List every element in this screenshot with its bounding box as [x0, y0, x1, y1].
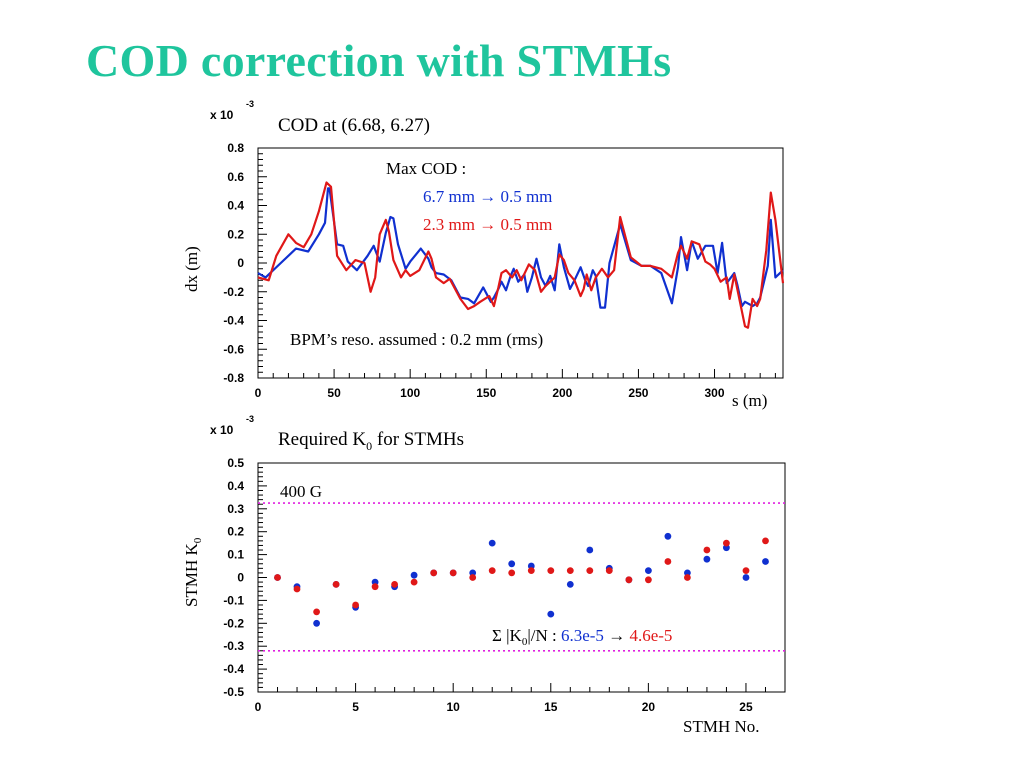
k0-after-point [391, 581, 398, 588]
cod-x-tick-label: 150 [476, 386, 496, 400]
k0-sum-annotation: Σ |K0|/N : 6.3e-5 → 4.6e-5 [492, 626, 672, 648]
cod-y-tick-label: 0.8 [227, 141, 244, 155]
max-cod-after: 2.3 mm → 0.5 mm [423, 215, 552, 234]
k0-after-point [293, 585, 301, 593]
k0-y-tick-label: -0.4 [223, 662, 244, 676]
k0-after-point [488, 567, 496, 574]
max-cod-label: Max COD : [386, 159, 466, 178]
cod-after-line [257, 181, 785, 329]
k0-y-tick-label: 0.3 [227, 502, 244, 516]
k0-after-point [352, 601, 359, 609]
k0-x-tick-label: 10 [447, 700, 461, 714]
k0-x-label: STMH No. [683, 717, 760, 736]
k0-after-point [762, 537, 769, 545]
k0-before-point [313, 619, 320, 627]
k0-x-tick-label: 0 [255, 700, 262, 714]
cod-chart-title: COD at (6.68, 6.27) [278, 115, 430, 136]
cod-y-tick-label: -0.2 [223, 285, 244, 299]
k0-before-point [566, 581, 574, 588]
k0-y-tick-label: 0.4 [227, 479, 244, 493]
k0-after-point [274, 574, 281, 581]
k0-plot-frame [257, 462, 786, 693]
k0-after-point [410, 578, 418, 586]
bpm-resolution-note: BPM’s reso. assumed : 0.2 mm (rms) [290, 330, 543, 349]
k0-before-point [742, 574, 750, 581]
k0-before-point [762, 558, 769, 565]
slide-title: COD correction with STMHs [86, 35, 672, 86]
k0-y-tick-label: -0.2 [223, 616, 244, 630]
cod-series [257, 181, 785, 329]
k0-before-point [645, 567, 652, 574]
k0-after-point [645, 576, 652, 584]
k0-x-tick-label: 15 [544, 700, 558, 714]
k0-after-point [332, 581, 340, 588]
k0-after-point [625, 576, 633, 584]
cod-scale-base: x 10 [210, 108, 234, 122]
k0-before-point [703, 555, 711, 563]
k0-y-tick-label: 0.2 [227, 525, 244, 539]
max-cod-before: 6.7 mm → 0.5 mm [423, 187, 552, 206]
cod-x-tick-label: 0 [255, 386, 262, 400]
cod-x-tick-label: 250 [628, 386, 648, 400]
k0-x-tick-label: 5 [352, 700, 359, 714]
cod-x-tick-label: 100 [400, 386, 420, 400]
k0-after-point [723, 539, 730, 547]
k0-y-tick-label: -0.3 [223, 639, 244, 653]
k0-scale-base: x 10 [210, 423, 234, 437]
k0-after-point [527, 567, 535, 574]
k0-y-tick-label: -0.5 [223, 685, 244, 699]
cod-chart: -0.8 -0.6 -0.4 -0.2 0 0.2 0.4 0.6 0.8 0 50 100 150 2… [182, 99, 785, 410]
k0-scale-exp: -3 [246, 414, 254, 424]
cod-y-axis: -0.8 -0.6 -0.4 -0.2 0 0.2 0.4 0.6 0.8 [223, 141, 267, 385]
k0-x-tick-label: 20 [642, 700, 656, 714]
k0-after-point [566, 567, 574, 574]
k0-x-tick-label: 25 [739, 700, 753, 714]
cod-y-tick-label: 0.6 [227, 170, 244, 184]
cod-y-label: dx (m) [182, 246, 201, 292]
k0-after-point [469, 574, 477, 581]
k0-after-point [547, 567, 555, 574]
k0-before-point [586, 546, 594, 554]
cod-y-tick-label: 0 [237, 256, 244, 270]
cod-x-tick-label: 200 [552, 386, 572, 400]
k0-after-point [449, 569, 457, 577]
k0-before-point [508, 560, 516, 568]
k0-before-point [488, 539, 496, 547]
k0-y-label: STMH K0 [182, 537, 204, 607]
cod-y-tick-label: 0.2 [227, 227, 244, 241]
cod-x-tick-label: 50 [327, 386, 341, 400]
k0-after-point [664, 558, 672, 565]
k0-after-point [684, 574, 691, 581]
k0-after-point [371, 583, 379, 591]
k0-after-point [508, 569, 516, 577]
k0-y-tick-label: 0.5 [227, 456, 244, 470]
k0-y-tick-label: 0 [237, 571, 244, 585]
k0-after-point [313, 608, 320, 616]
cod-scale-exp: -3 [246, 99, 254, 109]
cod-x-axis: 0 50 100 150 200 250 300 [255, 369, 776, 400]
k0-y-axis: -0.5 -0.4 -0.3 -0.2 -0.1 0 0.1 0.2 0.3 0.4 0.5 [223, 456, 267, 699]
k0-before-point [547, 610, 555, 618]
k0-after-point [586, 567, 594, 574]
limit-label: 400 G [280, 482, 322, 501]
k0-before-point [410, 571, 418, 579]
cod-y-tick-label: 0.4 [227, 199, 244, 213]
k0-y-tick-label: -0.1 [223, 593, 244, 607]
k0-after-point [742, 567, 750, 574]
k0-after-point [605, 567, 613, 574]
cod-y-tick-label: -0.4 [223, 314, 244, 328]
k0-y-tick-label: 0.1 [227, 548, 244, 562]
k0-series [274, 532, 769, 627]
cod-y-tick-label: -0.8 [223, 371, 244, 385]
cod-y-tick-label: -0.6 [223, 342, 244, 356]
k0-x-axis: 0 5 10 15 20 25 [255, 683, 766, 714]
cod-x-label: s (m) [732, 391, 767, 410]
k0-after-point [430, 569, 438, 577]
k0-after-point [703, 546, 711, 554]
k0-chart: -0.5 -0.4 -0.3 -0.2 -0.1 0 0.1 0.2 0.3 0.4 0.5 0 5 1… [182, 414, 786, 736]
k0-chart-title: Required K0 for STMHs [278, 429, 464, 453]
cod-x-tick-label: 300 [705, 386, 725, 400]
k0-before-point [664, 532, 672, 540]
